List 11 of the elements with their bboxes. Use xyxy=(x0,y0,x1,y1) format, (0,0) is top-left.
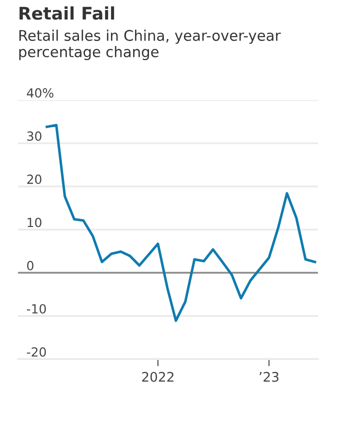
y-tick-label: 30 xyxy=(27,131,42,141)
x-tick-label: 2022 xyxy=(142,372,174,382)
y-tick-label: 40% xyxy=(26,88,54,98)
x-tick-label: ’23 xyxy=(260,372,278,382)
chart-subtitle: Retail sales in China, year-over-year percentage change xyxy=(19,30,281,60)
y-tick-label: 0 xyxy=(27,260,34,270)
y-tick-label: 10 xyxy=(28,218,42,228)
chart-title: Retail Fail xyxy=(20,6,114,20)
y-tick-label: -20 xyxy=(26,347,46,357)
y-tick-label: -10 xyxy=(26,304,46,314)
y-tick-label: 20 xyxy=(27,174,42,184)
